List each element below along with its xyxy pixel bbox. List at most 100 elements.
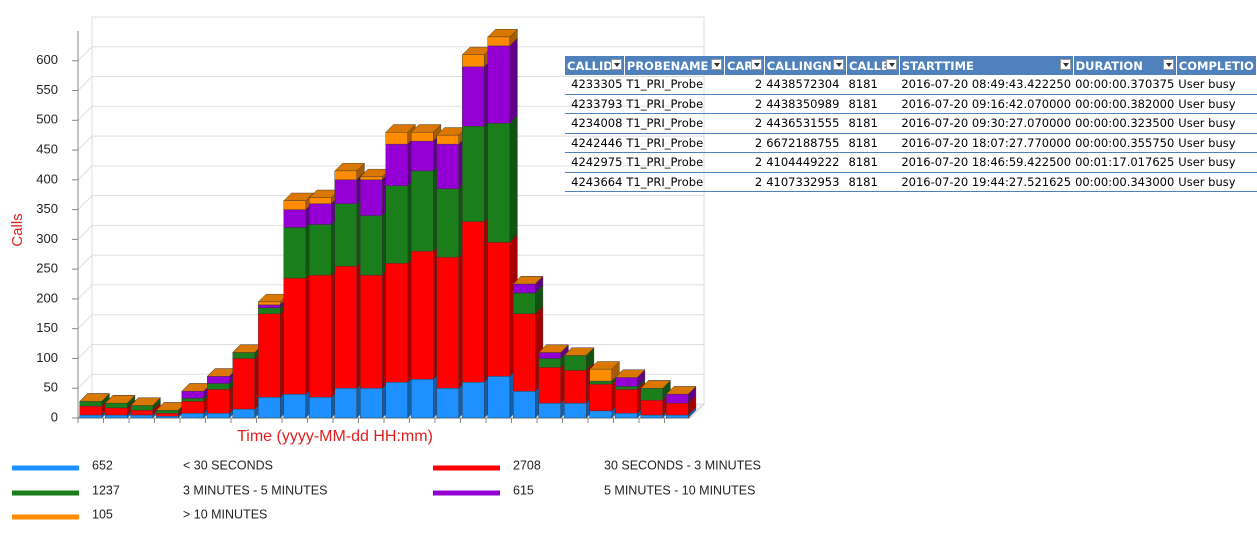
table-cell: 00:00:00.343000 <box>1073 172 1177 192</box>
y-tick-label: 350 <box>36 201 58 216</box>
table-cell: 8181 <box>846 172 900 192</box>
bar <box>487 36 510 47</box>
y-tick-label: 550 <box>36 82 58 97</box>
y-tick-label: 250 <box>36 261 58 276</box>
bar <box>105 402 128 409</box>
bar <box>309 197 332 204</box>
filter-button[interactable] <box>610 59 622 70</box>
filter-button[interactable] <box>1162 59 1174 70</box>
bar <box>283 209 306 228</box>
y-tick-label: 400 <box>36 171 58 186</box>
bar <box>156 413 179 417</box>
bar <box>487 45 510 124</box>
filter-button[interactable] <box>750 59 762 70</box>
filter-button[interactable] <box>833 59 844 70</box>
filter-button[interactable] <box>885 59 897 70</box>
column-header: CALLE <box>846 56 900 75</box>
bar <box>436 257 459 389</box>
filter-button[interactable] <box>1059 59 1071 70</box>
bar <box>487 376 510 419</box>
table-row: 4233793 T1_PRI_Probe 2 4438350989 8181 2016-0… <box>565 94 1257 114</box>
table-cell: 2016-07-20 18:07:27.770000 <box>899 133 1074 153</box>
table-cell: 4243664 <box>565 172 625 192</box>
bar <box>360 179 383 216</box>
table-cell: 6672188755 <box>764 133 847 153</box>
bar <box>385 132 408 145</box>
bar-top <box>563 347 595 356</box>
bar <box>334 179 357 204</box>
column-header: STARTTIME <box>899 56 1074 75</box>
table-row: 4242446 T1_PRI_Probe 2 6672188755 8181 2016-0… <box>565 133 1257 153</box>
grid-line-side <box>77 314 93 330</box>
table-cell: T1_PRI_Probe <box>624 75 725 95</box>
y-tick-label: 300 <box>36 231 58 246</box>
bar <box>411 132 434 142</box>
filter-button[interactable] <box>710 59 722 70</box>
bar <box>589 380 612 385</box>
bar <box>360 274 383 389</box>
table-cell: User busy <box>1176 133 1257 153</box>
bar <box>130 410 153 416</box>
bar <box>130 405 153 411</box>
bar <box>385 185 408 264</box>
table-cell: 2 <box>724 133 765 153</box>
bar <box>666 414 689 419</box>
bar <box>360 176 383 181</box>
bar <box>258 304 281 309</box>
grid-line-side <box>77 135 93 151</box>
bar <box>283 277 306 395</box>
table-cell: User busy <box>1176 75 1257 95</box>
bar <box>360 215 383 276</box>
bar <box>666 402 689 416</box>
table-cell: 2 <box>724 94 765 114</box>
grid-line-side <box>77 105 93 121</box>
table-row: 4243664 T1_PRI_Probe 2 4107332953 8181 2016-0… <box>565 172 1257 192</box>
grid-line-side <box>77 165 93 181</box>
column-header: COMPLETIO <box>1176 56 1257 75</box>
table-cell: 4242975 <box>565 152 625 173</box>
table-cell: T1_PRI_Probe <box>624 133 725 153</box>
bar-top <box>614 369 646 378</box>
bar <box>79 401 102 407</box>
bar <box>283 200 306 210</box>
bar <box>105 414 128 419</box>
table-cell: 4436531555 <box>764 113 847 134</box>
bar-side <box>509 37 518 124</box>
bar <box>640 399 663 416</box>
bar <box>538 358 561 368</box>
bar <box>334 388 357 419</box>
table-cell: 00:00:00.382000 <box>1073 94 1177 114</box>
table-cell: 2 <box>724 152 765 173</box>
table-cell: 8181 <box>846 133 900 153</box>
bar <box>462 221 485 383</box>
bar <box>462 126 485 222</box>
bar <box>181 413 204 419</box>
table-cell: 2016-07-20 19:44:27.521625 <box>899 172 1074 192</box>
bar <box>513 283 536 294</box>
bar <box>513 292 536 315</box>
bar <box>207 389 230 414</box>
bar <box>436 188 459 258</box>
grid-line-side <box>77 76 93 91</box>
bar <box>207 383 230 390</box>
bar <box>538 402 561 419</box>
y-tick-label: 150 <box>36 320 58 335</box>
bar-top <box>130 397 161 406</box>
column-header: CAR <box>724 56 765 75</box>
bar <box>640 414 663 419</box>
legend-total: 652 <box>92 458 113 472</box>
bar <box>538 352 561 359</box>
bar <box>334 265 357 389</box>
bar <box>411 140 434 172</box>
table-cell: 00:00:00.370375 <box>1073 75 1177 95</box>
column-header: CALLID <box>565 56 625 75</box>
y-tick-label: 200 <box>36 290 58 305</box>
table-row: 4233305 T1_PRI_Probe 2 4438572304 8181 2016-0… <box>565 75 1257 95</box>
table-cell: User busy <box>1176 94 1257 114</box>
y-tick-label: 100 <box>36 350 58 365</box>
bar <box>258 307 281 315</box>
grid-line-side <box>77 284 93 300</box>
grid-line-side <box>77 195 93 210</box>
table-cell: 00:00:00.323500 <box>1073 113 1177 134</box>
